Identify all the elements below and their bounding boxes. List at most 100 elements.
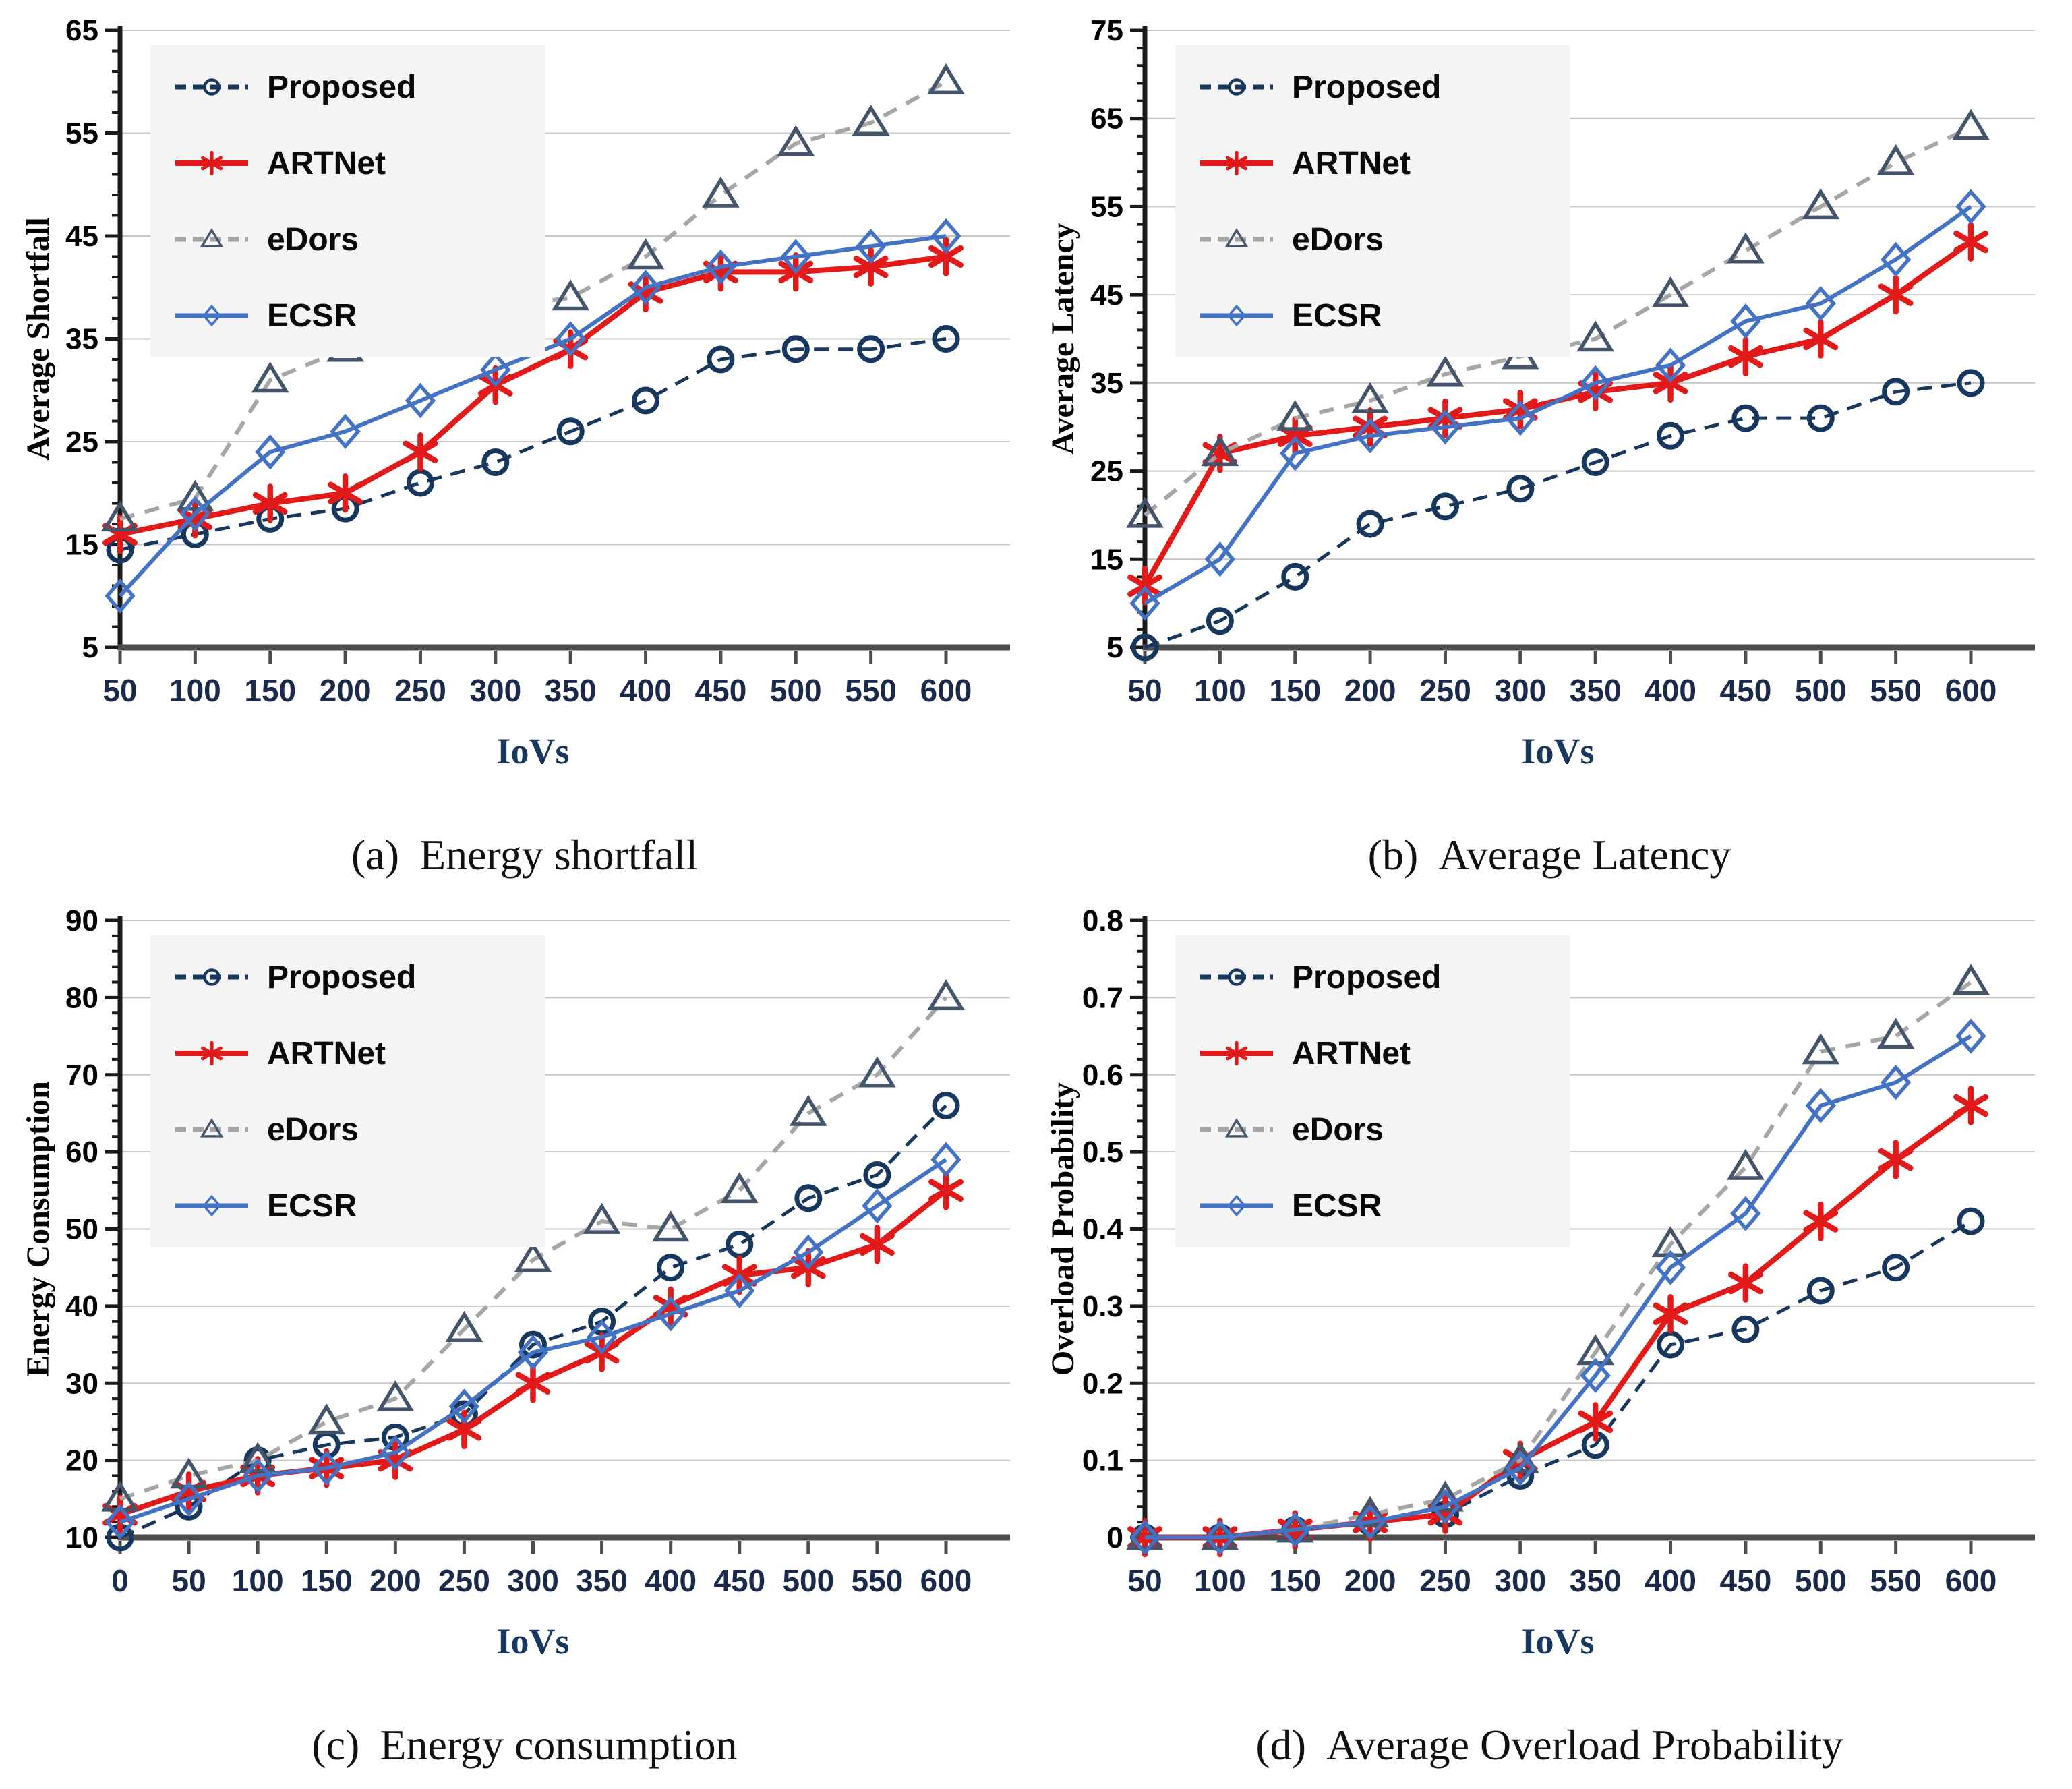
diamond-marker bbox=[517, 1335, 549, 1370]
chart-svg: 0 0.1 0.2 0.3 0.4 0.5 0.6 0.7 0.8 50 100 150 200 250 3… bbox=[1045, 904, 2035, 1662]
x-axis-title: IoVs bbox=[1521, 1621, 1594, 1662]
y-axis: 0 0.1 0.2 0.3 0.4 0.5 0.6 0.7 0.8 bbox=[1082, 904, 1148, 1554]
caption-a: (a) Energy shortfall bbox=[351, 830, 698, 880]
circle-marker bbox=[1731, 1315, 1760, 1343]
legend-label: ARTNet bbox=[267, 146, 386, 181]
diamond-marker bbox=[856, 229, 887, 264]
y-tick-label: 15 bbox=[1090, 543, 1123, 576]
x-tick-label: 50 bbox=[171, 1563, 206, 1598]
diamond-marker bbox=[930, 1142, 961, 1177]
triangle-marker bbox=[1224, 1118, 1249, 1138]
energy-consumption-chart: 10 20 30 40 50 60 70 80 90 0 50 100 150 200 250 300 350 4… bbox=[19, 897, 1030, 1696]
circle-marker bbox=[657, 1254, 685, 1282]
x-tick-label: 400 bbox=[620, 673, 672, 708]
triangle-marker bbox=[251, 361, 289, 393]
legend-item-ARTNet: ARTNet bbox=[175, 146, 386, 181]
legend-label: ECSR bbox=[1292, 298, 1382, 334]
diamond-marker bbox=[202, 1194, 222, 1217]
legend-item-ECSR: ECSR bbox=[175, 298, 357, 334]
x-tick-label: 100 bbox=[169, 673, 221, 708]
caption-b-label: (b) bbox=[1367, 831, 1419, 879]
diamond-marker bbox=[862, 1187, 893, 1224]
diamond-marker bbox=[1805, 286, 1836, 322]
triangle-marker bbox=[552, 279, 590, 311]
triangle-marker bbox=[1351, 1496, 1389, 1527]
circle-marker bbox=[932, 325, 960, 353]
x-tick-label: 550 bbox=[1870, 1563, 1922, 1598]
diamond-marker bbox=[1655, 347, 1686, 383]
triangle-marker bbox=[376, 1380, 415, 1411]
x-tick-label: 250 bbox=[394, 673, 446, 708]
legend-item-ARTNet: ARTNet bbox=[175, 1036, 386, 1072]
panel-a: 5 15 25 35 45 55 65 50 100 150 200 250 300 350 400 450 5… bbox=[12, 7, 1037, 883]
diamond-marker bbox=[1505, 400, 1536, 436]
circle-marker bbox=[1431, 492, 1459, 521]
x-tick-label: 550 bbox=[852, 1563, 904, 1598]
x-tick-label: 500 bbox=[770, 673, 822, 708]
diamond-marker bbox=[202, 304, 222, 327]
circle-marker bbox=[632, 386, 660, 415]
caption-a-text: Energy shortfall bbox=[419, 831, 698, 879]
y-tick-label: 90 bbox=[65, 904, 98, 937]
diamond-marker bbox=[630, 270, 661, 305]
legend-label: ARTNet bbox=[1292, 146, 1411, 181]
legend-item-eDors: eDors bbox=[1200, 1112, 1384, 1148]
diamond-marker bbox=[330, 413, 361, 449]
circle-marker bbox=[1657, 421, 1685, 450]
triangle-marker bbox=[777, 125, 815, 156]
circle-marker bbox=[781, 335, 810, 363]
asterisk-marker bbox=[1225, 150, 1248, 176]
triangle-marker bbox=[651, 1210, 690, 1242]
diamond-marker bbox=[1226, 1194, 1247, 1217]
asterisk-marker bbox=[515, 1363, 551, 1403]
series-line bbox=[1144, 204, 1972, 606]
x-tick-label: 450 bbox=[1720, 1563, 1772, 1598]
triangle-marker bbox=[1876, 144, 1915, 175]
circle-marker bbox=[556, 417, 585, 446]
diamond-marker bbox=[930, 218, 961, 254]
y-tick-label: 45 bbox=[65, 220, 98, 253]
y-tick-label: 45 bbox=[1090, 278, 1123, 312]
x-axis-title: IoVs bbox=[496, 1621, 569, 1662]
y-tick-label: 0.4 bbox=[1082, 1213, 1124, 1246]
x-tick-label: 150 bbox=[244, 673, 296, 708]
x-axis: 0 50 100 150 200 250 300 350 400 450 500 550 600 bbox=[111, 1534, 1010, 1598]
diamond-marker bbox=[1955, 189, 1986, 225]
circle-marker bbox=[1581, 448, 1609, 476]
triangle-marker bbox=[1201, 435, 1239, 467]
triangle-marker bbox=[583, 1202, 621, 1234]
triangle-marker bbox=[1876, 1018, 1915, 1049]
circle-marker bbox=[203, 968, 220, 986]
circle-marker bbox=[1228, 968, 1245, 986]
diamond-marker bbox=[1655, 1250, 1686, 1285]
x-tick-label: 450 bbox=[713, 1563, 765, 1598]
y-tick-label: 0.3 bbox=[1082, 1290, 1123, 1323]
legend-label: ECSR bbox=[267, 1188, 357, 1224]
x-tick-label: 0 bbox=[111, 1563, 129, 1598]
x-axis: 50 100 150 200 250 300 350 400 450 500 550 600 bbox=[1127, 644, 2035, 708]
series-line bbox=[1144, 381, 1972, 649]
diamond-marker bbox=[1881, 1064, 1912, 1101]
x-tick-label: 600 bbox=[920, 673, 972, 708]
diamond-marker bbox=[242, 1458, 273, 1494]
x-tick-label: 300 bbox=[1494, 1563, 1546, 1598]
x-tick-label: 450 bbox=[1720, 673, 1772, 708]
diamond-marker bbox=[1580, 365, 1611, 401]
y-axis-title: Overload Probability bbox=[1045, 1082, 1081, 1376]
diamond-marker bbox=[1129, 585, 1160, 621]
diamond-marker bbox=[1204, 541, 1235, 577]
circle-marker bbox=[932, 1092, 960, 1119]
triangle-marker bbox=[200, 1118, 224, 1138]
x-tick-label: 500 bbox=[1795, 1563, 1847, 1598]
y-tick-label: 35 bbox=[65, 323, 98, 356]
legend-label: eDors bbox=[1292, 222, 1384, 258]
asterisk-marker bbox=[1653, 1294, 1688, 1334]
circle-marker bbox=[1957, 1207, 1985, 1235]
y-axis: 5 15 25 35 45 55 65 75 bbox=[1090, 14, 1148, 664]
y-axis-title: Average Latency bbox=[1045, 223, 1081, 454]
y-tick-label: 0.1 bbox=[1082, 1444, 1123, 1477]
diamond-marker bbox=[480, 352, 511, 388]
legend-item-ARTNet: ARTNet bbox=[1200, 146, 1411, 181]
triangle-marker bbox=[1224, 228, 1249, 247]
diamond-marker bbox=[1280, 436, 1311, 471]
